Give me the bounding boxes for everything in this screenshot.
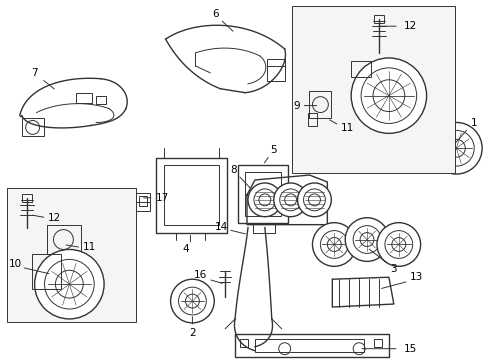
Bar [156, 158, 227, 233]
Bar [374, 339, 382, 347]
Bar [310, 91, 331, 118]
Circle shape [345, 218, 389, 261]
Text: 14: 14 [215, 222, 228, 231]
Text: 12: 12 [48, 213, 61, 223]
Bar [245, 172, 281, 216]
Bar [308, 113, 318, 126]
Bar [238, 165, 288, 223]
Bar [136, 193, 150, 211]
Text: 3: 3 [391, 264, 397, 274]
Text: 5: 5 [270, 145, 277, 155]
Circle shape [313, 223, 356, 266]
Text: 10: 10 [9, 259, 23, 269]
Bar [76, 93, 92, 103]
Bar [22, 118, 44, 136]
Text: 11: 11 [341, 123, 354, 134]
Circle shape [248, 183, 282, 217]
Circle shape [351, 58, 427, 133]
Bar [139, 196, 147, 206]
Text: 8: 8 [230, 165, 236, 175]
Text: 4: 4 [182, 244, 189, 255]
Bar [7, 188, 136, 322]
Bar [164, 165, 219, 225]
Text: 2: 2 [189, 328, 196, 338]
Text: 16: 16 [194, 270, 207, 280]
Text: 7: 7 [31, 68, 38, 78]
Text: 1: 1 [471, 118, 478, 129]
Bar [240, 339, 248, 347]
Polygon shape [332, 277, 394, 307]
Text: 15: 15 [404, 344, 417, 354]
Circle shape [35, 249, 104, 319]
Bar [32, 255, 61, 289]
Bar [374, 15, 384, 23]
Bar [22, 194, 32, 202]
Bar [292, 6, 455, 173]
Text: 17: 17 [156, 193, 169, 203]
Text: 9: 9 [294, 100, 300, 111]
Circle shape [431, 122, 482, 174]
Text: 13: 13 [410, 272, 423, 282]
Circle shape [377, 223, 420, 266]
Circle shape [297, 183, 331, 217]
Circle shape [171, 279, 214, 323]
Polygon shape [235, 334, 389, 357]
Text: 6: 6 [212, 9, 219, 19]
Bar [47, 225, 81, 255]
Bar [255, 339, 364, 352]
Bar [351, 61, 371, 77]
Circle shape [274, 183, 308, 217]
Bar [267, 59, 285, 81]
Text: 11: 11 [83, 243, 96, 252]
Text: 12: 12 [404, 21, 417, 31]
Bar [96, 96, 106, 104]
